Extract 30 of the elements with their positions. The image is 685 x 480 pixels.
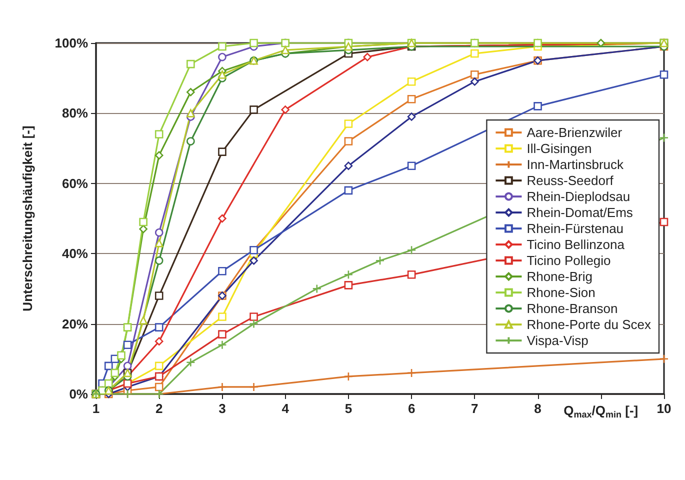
legend-label: Vispa-Visp	[526, 333, 588, 348]
legend-label: Ticino Bellinzona	[526, 237, 626, 252]
legend-label: Rhone-Porte du Scex	[526, 317, 652, 332]
legend-label: Rhone-Branson	[526, 301, 618, 316]
y-tick-label: 0%	[69, 386, 88, 402]
legend-label: Rhein-Fürstenau	[526, 221, 624, 236]
x-tick-label: 7	[471, 401, 478, 416]
legend-label: Aare-Brienzwiler	[526, 125, 623, 140]
x-tick-label: 6	[408, 401, 416, 416]
x-tick-label: 2	[155, 401, 163, 416]
y-tick-label: 80%	[62, 106, 88, 121]
x-tick-label: 4	[282, 401, 290, 416]
legend-label: Ticino Pollegio	[526, 253, 611, 268]
legend-label: Rhein-Domat/Ems	[526, 205, 634, 220]
x-tick-label: 5	[344, 401, 352, 416]
y-tick-label: 100%	[54, 36, 88, 50]
y-tick-label: 20%	[62, 316, 88, 332]
y-tick-label: 60%	[62, 176, 88, 191]
legend-label: Inn-Martinsbruck	[526, 157, 624, 172]
legend-label: Rhone-Sion	[526, 285, 596, 300]
legend-label: Rhone-Brig	[526, 269, 592, 284]
x-tick-label: 3	[218, 401, 226, 416]
y-tick-label: 40%	[62, 246, 88, 262]
x-tick-label: 8	[534, 401, 542, 416]
x-tick-label: 10	[656, 401, 672, 416]
y-axis-title: Unterschreitungshäufigkeit [-]	[20, 126, 35, 312]
legend-label: Reuss-Seedorf	[526, 173, 614, 188]
legend-label: Rhein-Dieplodsau	[526, 189, 630, 204]
legend-label: Ill-Gisingen	[526, 141, 592, 156]
x-tick-label: 1	[92, 401, 100, 416]
